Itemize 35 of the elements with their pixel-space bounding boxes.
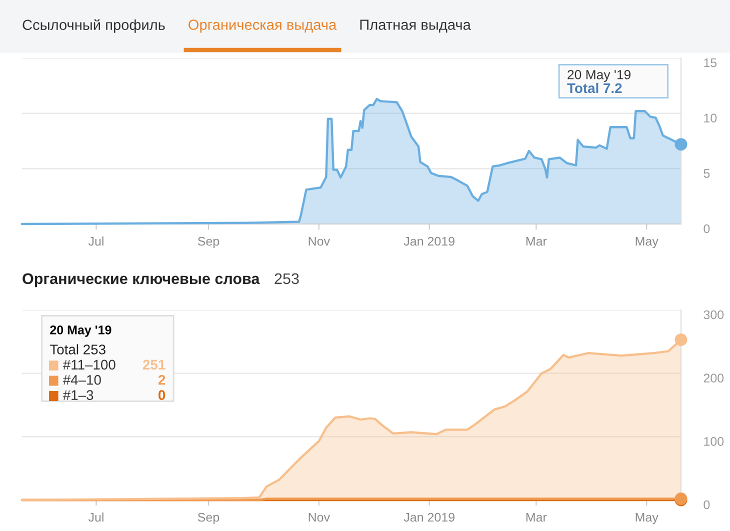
y-tick-label: 0 <box>704 224 710 234</box>
y-tick-label: 10 <box>704 114 717 123</box>
x-tick-label: Jul <box>88 512 104 522</box>
y-tick-label: 0 <box>704 500 710 510</box>
annotation: 20 May '19 <box>568 70 630 82</box>
text: Платная выдача <box>360 20 471 33</box>
chart-title: Органические ключевые слова <box>22 273 260 288</box>
text: Органическая выдача <box>188 20 337 33</box>
x-tick-label: Jul <box>88 236 104 246</box>
legend-label: #1–3 <box>62 390 94 400</box>
legend-label: #4–10 <box>62 374 101 385</box>
x-tick-label: May <box>636 236 658 248</box>
x-tick-label: Jan 2019 <box>404 236 454 246</box>
x-tick-label: May <box>636 512 658 524</box>
x-tick-label: Nov <box>308 236 330 246</box>
annotation: 20 May '19 <box>50 326 112 337</box>
annotation: 2 <box>158 374 166 385</box>
annotation: 251 <box>142 360 166 370</box>
y-tick-label: 5 <box>704 169 710 178</box>
x-tick-label: Sep <box>198 236 220 248</box>
annotation: Total 253 <box>50 344 106 354</box>
chart-subtitle: 253 <box>274 273 299 284</box>
x-tick-label: Mar <box>526 236 547 246</box>
y-tick-label: 200 <box>704 374 724 383</box>
y-tick-label: 15 <box>704 58 717 68</box>
text: Ссылочный профиль <box>22 19 165 33</box>
y-tick-label: 100 <box>704 436 724 446</box>
legend-label: #11–100 <box>62 360 116 370</box>
annotation: 0 <box>158 390 166 400</box>
x-tick-label: Nov <box>308 512 330 522</box>
x-tick-label: Mar <box>526 512 547 522</box>
y-tick-label: 300 <box>704 310 724 320</box>
annotation: Total 7.2 <box>567 82 622 94</box>
x-tick-label: Sep <box>198 512 220 524</box>
x-tick-label: Jan 2019 <box>404 512 454 522</box>
